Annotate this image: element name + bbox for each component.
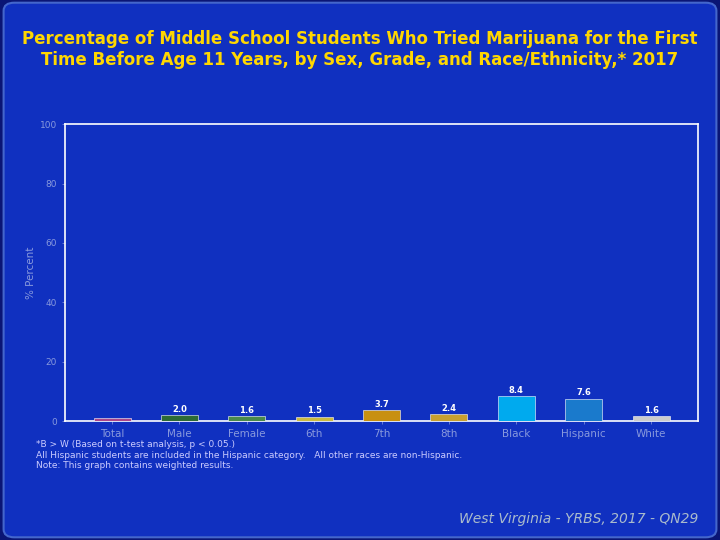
Bar (94, 418, 130, 421)
Text: 2.4: 2.4 (441, 403, 456, 413)
Bar (363, 410, 400, 421)
Text: 7.6: 7.6 (576, 388, 591, 397)
Bar (565, 399, 602, 421)
Text: 1.6: 1.6 (644, 406, 659, 415)
Text: Percentage of Middle School Students Who Tried Marijuana for the First
Time Befo: Percentage of Middle School Students Who… (22, 30, 698, 69)
Y-axis label: % Percent: % Percent (26, 247, 36, 299)
Text: 1.5: 1.5 (307, 406, 322, 415)
Text: 3.7: 3.7 (374, 400, 389, 409)
Bar (431, 414, 467, 421)
Bar (498, 396, 535, 421)
Text: 8.4: 8.4 (509, 386, 523, 395)
Bar (228, 416, 266, 421)
Text: West Virginia - YRBS, 2017 - QN29: West Virginia - YRBS, 2017 - QN29 (459, 512, 698, 526)
Text: 1.6: 1.6 (239, 406, 254, 415)
Text: 2.0: 2.0 (172, 405, 187, 414)
Bar (633, 416, 670, 421)
Bar (296, 417, 333, 421)
Bar (161, 415, 198, 421)
Text: *B > W (Based on t-test analysis, p < 0.05.)
All Hispanic students are included : *B > W (Based on t-test analysis, p < 0.… (36, 440, 462, 470)
